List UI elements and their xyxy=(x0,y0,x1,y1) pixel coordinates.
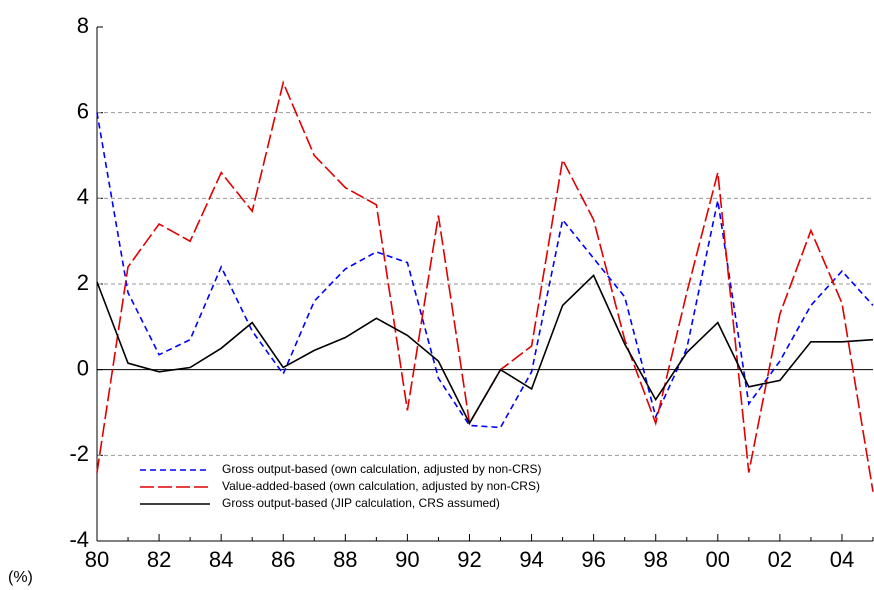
legend: Gross output-based (own calculation, adj… xyxy=(140,458,640,516)
y-tick-label: 0 xyxy=(77,355,89,380)
x-tick-label: 02 xyxy=(768,547,792,572)
series-line xyxy=(96,80,874,492)
series-line xyxy=(96,112,874,429)
y-tick-label: 6 xyxy=(77,98,89,123)
x-tick-label: 90 xyxy=(395,547,419,572)
x-tick-label: 84 xyxy=(209,547,233,572)
y-tick-label: -4 xyxy=(69,527,89,552)
y-tick-label: 4 xyxy=(77,184,89,209)
x-tick-label: 82 xyxy=(147,547,171,572)
x-tick-label: 96 xyxy=(581,547,605,572)
y-tick-label: 8 xyxy=(77,13,89,38)
series-line xyxy=(96,274,874,425)
x-tick-label: 00 xyxy=(706,547,730,572)
x-tick-label: 86 xyxy=(271,547,295,572)
x-tick-label: 92 xyxy=(457,547,481,572)
legend-label: Value-added-based (own calculation, adju… xyxy=(222,479,540,493)
x-tick-label: 80 xyxy=(85,547,109,572)
y-unit-label: (%) xyxy=(8,569,33,586)
x-tick-label: 94 xyxy=(519,547,543,572)
legend-label: Gross output-based (JIP calculation, CRS… xyxy=(222,496,500,510)
legend-label: Gross output-based (own calculation, adj… xyxy=(222,462,542,476)
x-tick-label: 98 xyxy=(643,547,667,572)
y-tick-label: -2 xyxy=(69,441,89,466)
legend-box xyxy=(140,458,640,516)
x-tick-label: 88 xyxy=(333,547,357,572)
y-tick-label: 2 xyxy=(77,270,89,295)
x-tick-label: 04 xyxy=(830,547,854,572)
